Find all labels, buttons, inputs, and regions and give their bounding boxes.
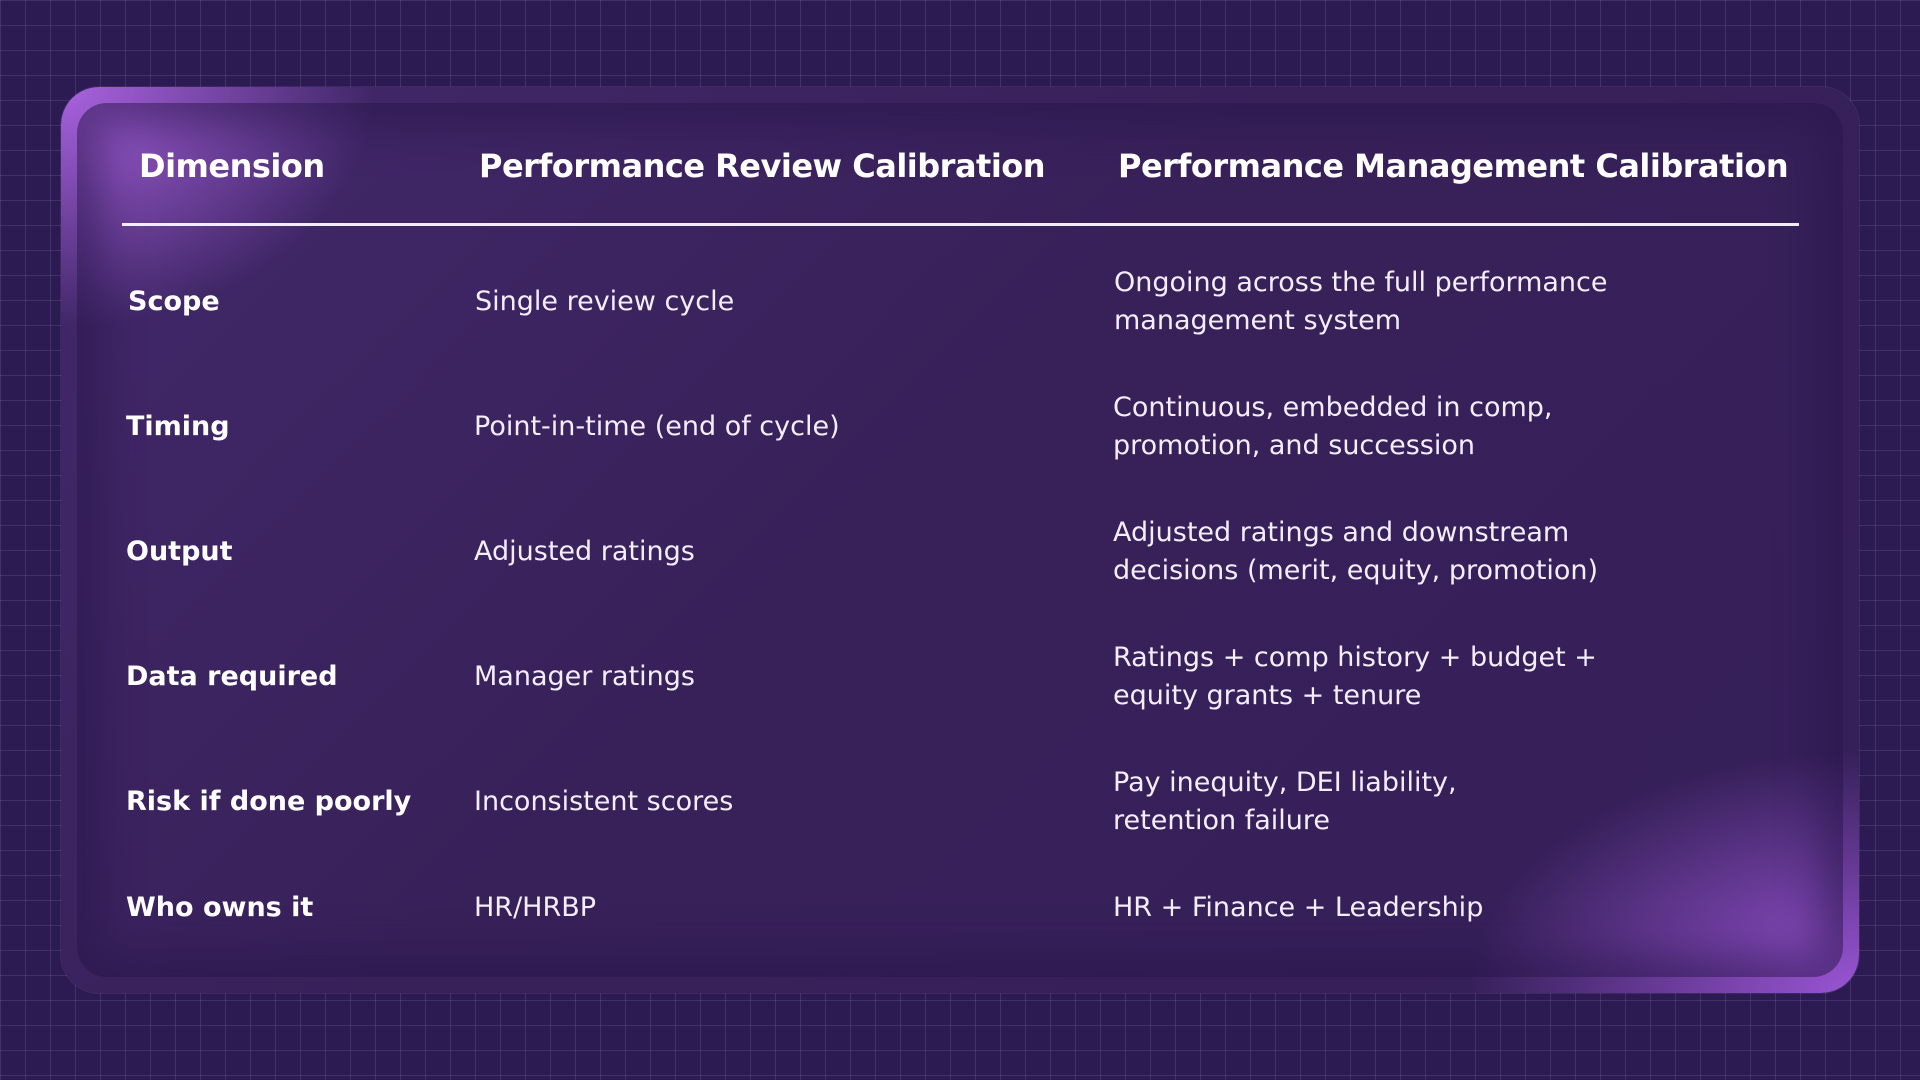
row-review-value: Inconsistent scores: [474, 786, 734, 817]
row-management-line: Adjusted ratings and downstream: [1113, 517, 1570, 548]
table-header: Dimension Performance Review Calibration…: [61, 87, 1859, 227]
comparison-card: Dimension Performance Review Calibration…: [61, 87, 1859, 993]
row-review-value: Point-in-time (end of cycle): [474, 411, 840, 442]
row-management-line: promotion, and succession: [1113, 430, 1475, 461]
row-dimension: Timing: [126, 411, 230, 442]
header-performance-management-calibration: Performance Management Calibration: [1118, 147, 1789, 185]
row-dimension: Who owns it: [126, 892, 314, 923]
row-dimension: Output: [126, 536, 233, 567]
row-management-line: decisions (merit, equity, promotion): [1113, 555, 1599, 586]
card-background: [61, 87, 1859, 993]
header-dimension: Dimension: [139, 147, 325, 185]
row-management-line: retention failure: [1113, 805, 1331, 836]
row-management-line: management system: [1114, 305, 1402, 336]
header-performance-review-calibration: Performance Review Calibration: [479, 147, 1046, 185]
row-management-line: HR + Finance + Leadership: [1113, 892, 1484, 923]
row-dimension: Scope: [128, 286, 220, 317]
row-management-line: Pay inequity, DEI liability,: [1113, 767, 1457, 798]
row-dimension: Risk if done poorly: [126, 786, 412, 817]
row-management-line: equity grants + tenure: [1113, 680, 1422, 711]
row-review-value: HR/HRBP: [474, 892, 597, 923]
row-management-line: Ratings + comp history + budget +: [1113, 642, 1597, 673]
row-review-value: Adjusted ratings: [474, 536, 695, 567]
row-management-line: Ongoing across the full performance: [1114, 267, 1608, 298]
row-review-value: Manager ratings: [474, 661, 695, 692]
header-divider: [122, 223, 1799, 226]
row-dimension: Data required: [126, 661, 338, 692]
row-management-line: Continuous, embedded in comp,: [1113, 392, 1553, 423]
row-review-value: Single review cycle: [475, 286, 735, 317]
